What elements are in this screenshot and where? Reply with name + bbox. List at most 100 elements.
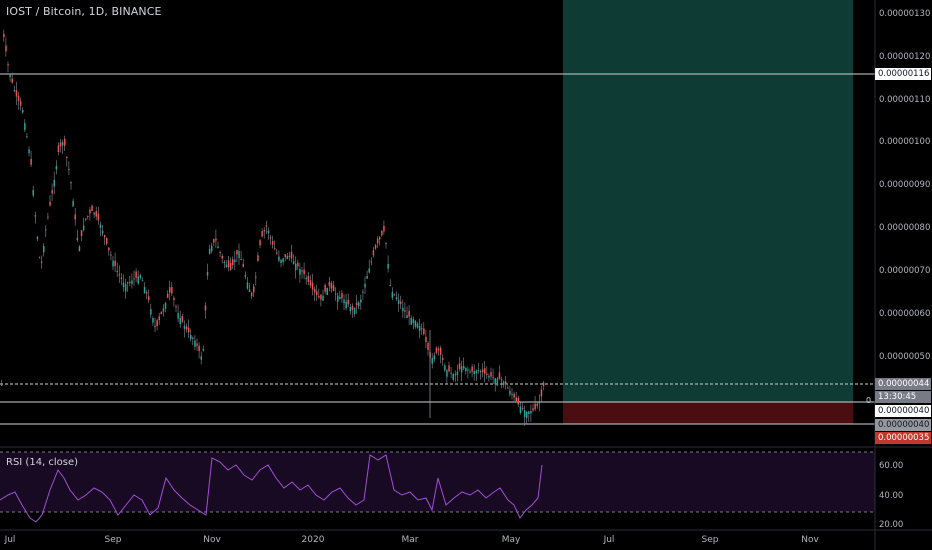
candle-body (80, 230, 83, 236)
candle-body (496, 378, 499, 386)
candle-body (108, 247, 110, 251)
candle-body (542, 382, 545, 386)
stop-price-tag: 0.00000035 (875, 432, 931, 444)
candle-body (95, 211, 97, 217)
candle-body (320, 294, 322, 300)
candle-body (141, 280, 144, 282)
candle-body (38, 257, 41, 259)
candle-body (391, 292, 394, 298)
candle-body (99, 224, 102, 228)
rsi-title[interactable]: RSI (14, close) (6, 457, 79, 468)
candle-body (185, 326, 188, 330)
candle-body (225, 264, 228, 267)
price-axis-label: 0.00000090 (879, 180, 931, 190)
candle-body (221, 255, 223, 259)
chart-title[interactable]: IOST / Bitcoin, 1D, BINANCE (6, 5, 162, 18)
candle-body (154, 325, 156, 327)
candle-body (139, 275, 142, 278)
candle-body (467, 369, 469, 371)
candle-body (143, 286, 146, 294)
price-axis-label: 0.00000110 (879, 95, 931, 105)
candle-body (160, 311, 163, 314)
candle-body (238, 251, 240, 259)
candle-body (313, 288, 316, 293)
candle-body (68, 169, 70, 171)
candle-body (381, 230, 383, 236)
candle-body (13, 90, 16, 91)
candle-body (5, 45, 7, 52)
candle-body (511, 394, 513, 396)
candle-body (442, 357, 444, 360)
rsi-axis-label-20: 20.00 (879, 520, 904, 530)
candle-body (421, 328, 423, 330)
candle-body (349, 307, 352, 312)
candle-body (74, 214, 76, 220)
candle-body (454, 374, 457, 376)
candle-body (91, 205, 93, 211)
candle-body (175, 306, 177, 308)
rsi-axis-label-60: 60.00 (879, 461, 904, 471)
flag-marker: 0 (866, 396, 872, 405)
candle-body (194, 340, 196, 347)
upper-line-price-tag: 0.00000116 (875, 68, 931, 80)
candle-body (410, 317, 412, 325)
candle-body (364, 283, 366, 288)
candle-body (127, 282, 129, 284)
time-axis-label: Mar (401, 535, 419, 545)
candle-body (477, 370, 480, 372)
candle-body (423, 328, 425, 335)
candle-body (148, 296, 150, 300)
price-axis-label: 0.00000100 (879, 137, 931, 147)
candle-body (32, 190, 34, 196)
candle-body (196, 343, 198, 346)
candle-body (93, 212, 95, 215)
candle-body (465, 367, 467, 372)
candle-body (446, 370, 448, 377)
candle-body (55, 166, 58, 170)
candle-body (282, 258, 284, 263)
candle-body (257, 255, 259, 261)
long-position-profit-zone[interactable] (563, 0, 853, 402)
candle-body (463, 365, 465, 369)
candle-body (82, 225, 85, 231)
candle-body (492, 376, 494, 378)
candle-body (513, 393, 515, 398)
candle-body (43, 246, 45, 253)
candle-body (324, 285, 326, 292)
candle-body (486, 373, 488, 376)
candle-body (240, 259, 242, 260)
candle-body (137, 276, 139, 284)
candle-body (250, 292, 253, 297)
candle-body (200, 356, 202, 360)
candle-body (192, 337, 194, 339)
candle-body (309, 279, 312, 286)
candle-body (49, 201, 51, 206)
candle-body (135, 271, 137, 278)
candle-body (397, 299, 400, 304)
candle-body (507, 387, 509, 389)
candle-body (51, 190, 53, 194)
candle-body (17, 95, 20, 101)
candle-body (76, 237, 79, 240)
candle-body (206, 272, 209, 276)
candle-body (219, 252, 221, 254)
candle-body (64, 138, 66, 146)
candle-body (248, 289, 251, 292)
candle-body (34, 215, 37, 217)
long-position-loss-zone[interactable] (563, 402, 853, 424)
candle-body (326, 287, 328, 295)
candle-body (110, 254, 112, 256)
candle-body (171, 286, 173, 294)
candle-body (213, 239, 215, 243)
candle-body (1, 384, 3, 386)
candle-body (400, 301, 402, 304)
candle-body (97, 213, 100, 221)
candle-body (61, 142, 64, 146)
candle-body (173, 297, 175, 300)
candle-body (481, 369, 484, 373)
candle-body (341, 293, 343, 299)
candle-body (169, 287, 171, 293)
candle-body (36, 237, 39, 240)
candle-body (152, 318, 154, 323)
